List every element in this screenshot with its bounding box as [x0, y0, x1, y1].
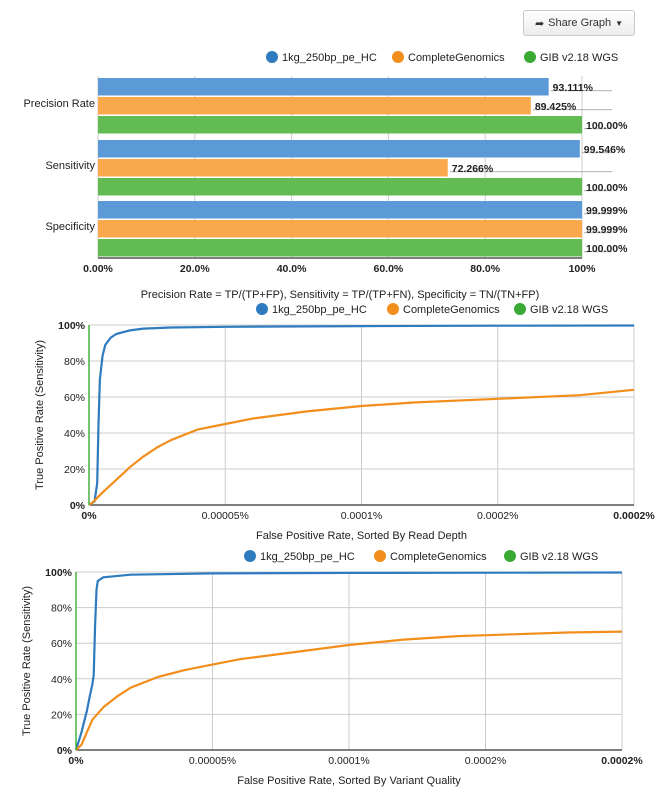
line2-x-title: False Positive Rate, Sorted By Variant Q…: [237, 775, 461, 787]
legend-marker-2: [524, 51, 536, 63]
line1-y-tick-0: 0%: [70, 500, 86, 512]
line1-series-1: [88, 388, 635, 506]
bar-x-tick-1: 20.0%: [180, 263, 210, 275]
bar-2-2: [98, 239, 582, 257]
bar-value-label-1-0: 99.546%: [584, 144, 626, 156]
legend-label-0: 1kg_250bp_pe_HC: [260, 551, 355, 563]
bar-value-label-1-2: 100.00%: [586, 182, 628, 194]
legend-label-2: GIB v2.18 WGS: [530, 304, 608, 316]
bar-category-1: Sensitivity: [45, 160, 95, 172]
bar-0-0: [98, 78, 549, 96]
bar-value-label-1-1: 72.266%: [452, 163, 494, 175]
bar-value-label-0-1: 89.425%: [535, 101, 577, 113]
line2-x-tick-2: 0.0001%: [328, 755, 369, 767]
line1-y-title: True Positive Rate (Sensitivity): [34, 340, 46, 490]
line1-x-tick-3: 0.0002%: [477, 510, 518, 522]
bar-value-label-2-1: 99.999%: [586, 224, 628, 236]
legend-marker-0: [256, 303, 268, 315]
legend-marker-0: [244, 550, 256, 562]
bar-x-tick-0: 0.00%: [83, 263, 113, 275]
line2-y-tick-5: 100%: [45, 567, 73, 579]
legend-label-0: 1kg_250bp_pe_HC: [282, 52, 377, 64]
legend-marker-2: [504, 550, 516, 562]
legend-label-0: 1kg_250bp_pe_HC: [272, 304, 367, 316]
legend-marker-1: [387, 303, 399, 315]
bar-category-0: Precision Rate: [23, 98, 95, 110]
legend-label-1: CompleteGenomics: [408, 52, 505, 64]
bar-value-label-0-0: 93.111%: [553, 82, 594, 94]
legend-label-1: CompleteGenomics: [390, 551, 487, 563]
bar-0-2: [98, 116, 582, 134]
line2-y-title: True Positive Rate (Sensitivity): [21, 586, 33, 736]
line2-y-tick-3: 60%: [51, 638, 72, 650]
share-graph-label: Share Graph: [548, 17, 612, 29]
line1-x-tick-1: 0.00005%: [202, 510, 249, 522]
line1-y-tick-1: 20%: [64, 464, 85, 476]
line1-x-tick-4: 0.0002%: [613, 510, 655, 522]
line2-y-tick-2: 40%: [51, 674, 72, 686]
bar-x-tick-2: 40.0%: [277, 263, 307, 275]
bar-x-tick-3: 60.0%: [374, 263, 404, 275]
bar-value-label-2-0: 99.999%: [586, 205, 628, 217]
bar-1-2: [98, 178, 582, 196]
legend-label-1: CompleteGenomics: [403, 304, 500, 316]
share-graph-button[interactable]: ➦ Share Graph ▼: [523, 10, 635, 36]
legend-label-2: GIB v2.18 WGS: [540, 52, 618, 64]
bar-value-label-0-2: 100.00%: [586, 120, 628, 132]
bar-value-label-2-2: 100.00%: [586, 243, 628, 255]
line1-series-0: [88, 324, 635, 506]
share-arrow-icon: ➦: [534, 17, 545, 30]
line2-y-tick-1: 20%: [51, 709, 72, 721]
legend-marker-1: [374, 550, 386, 562]
legend-label-2: GIB v2.18 WGS: [520, 551, 598, 563]
line2-x-tick-1: 0.00005%: [189, 755, 236, 767]
bar-2-1: [98, 220, 582, 238]
line1-y-tick-4: 80%: [64, 356, 85, 368]
line2-x-tick-3: 0.0002%: [465, 755, 506, 767]
bar-1-0: [98, 140, 580, 158]
line2-series-1: [75, 630, 623, 751]
legend-marker-1: [392, 51, 404, 63]
bar-caption: Precision Rate = TP/(TP+FP), Sensitivity…: [141, 289, 540, 301]
line2-y-tick-0: 0%: [57, 745, 73, 757]
bar-x-tick-4: 80.0%: [470, 263, 500, 275]
line2-y-tick-4: 80%: [51, 603, 72, 615]
bar-2-0: [98, 201, 582, 219]
legend-marker-0: [266, 51, 278, 63]
line1-y-tick-5: 100%: [58, 320, 86, 332]
bar-0-1: [98, 97, 531, 115]
line2-x-tick-4: 0.0002%: [601, 755, 643, 767]
line1-y-tick-3: 60%: [64, 392, 85, 404]
bar-x-tick-5: 100%: [569, 263, 597, 275]
chevron-down-icon: ▼: [615, 18, 624, 28]
line2-x-tick-0: 0%: [68, 755, 84, 767]
line1-x-tick-2: 0.0001%: [341, 510, 382, 522]
bar-category-2: Specificity: [45, 221, 95, 233]
line1-y-tick-2: 40%: [64, 428, 85, 440]
line1-x-title: False Positive Rate, Sorted By Read Dept…: [256, 530, 467, 542]
line2-series-0: [74, 571, 623, 751]
legend-marker-2: [514, 303, 526, 315]
bar-1-1: [98, 159, 448, 177]
line1-x-tick-0: 0%: [81, 510, 97, 522]
